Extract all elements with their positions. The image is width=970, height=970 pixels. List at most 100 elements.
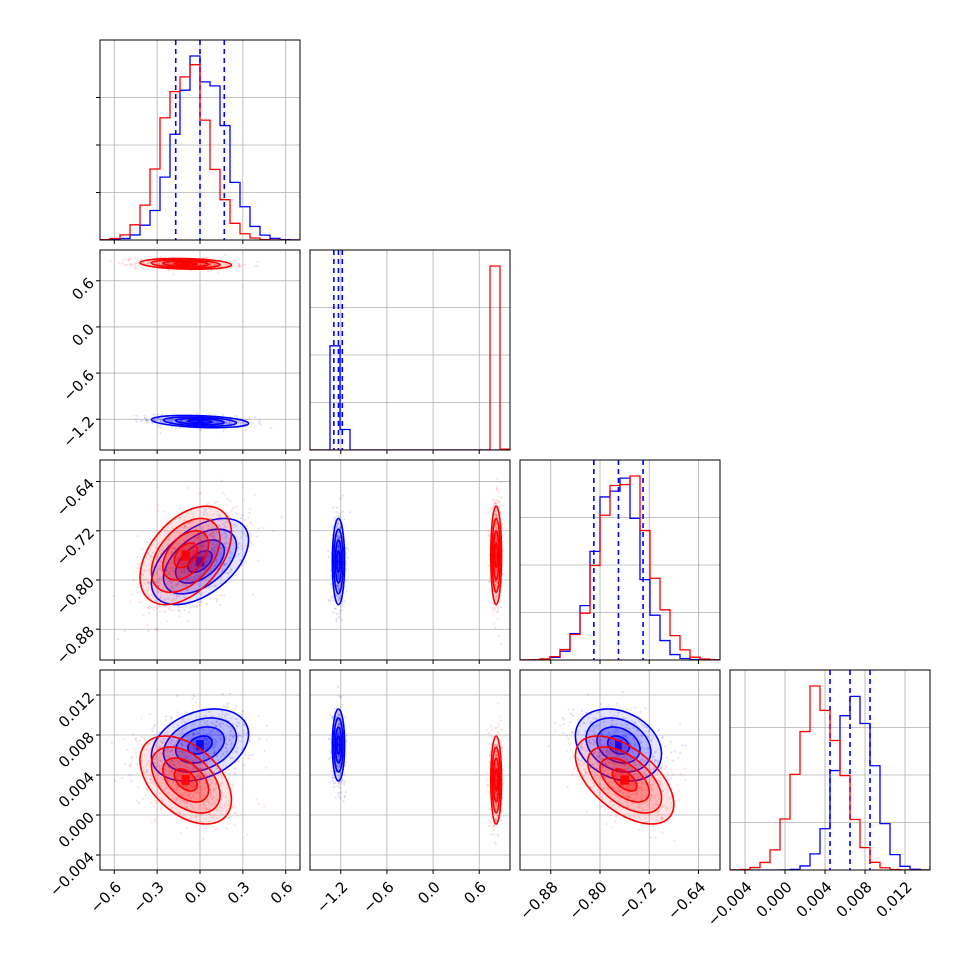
sample-point — [235, 512, 238, 515]
sample-point — [193, 549, 196, 552]
sample-point — [199, 428, 202, 432]
sample-point — [153, 724, 156, 727]
sample-point — [171, 749, 174, 752]
sample-point — [158, 745, 162, 748]
sample-point — [226, 750, 229, 753]
sample-point — [162, 544, 165, 548]
sample-point — [178, 603, 181, 607]
sample-point — [168, 571, 171, 574]
sample-point — [171, 740, 174, 743]
sample-point — [228, 499, 231, 502]
sample-point — [160, 413, 163, 416]
sample-point — [235, 505, 238, 508]
sample-point — [214, 782, 218, 785]
sample-point — [161, 421, 164, 424]
sample-point — [195, 763, 198, 766]
sample-point — [168, 766, 171, 769]
sample-point — [242, 723, 245, 727]
sample-point — [178, 595, 181, 598]
sample-point — [206, 742, 210, 745]
sample-point — [183, 526, 186, 529]
sample-point — [136, 258, 139, 261]
sample-point — [158, 791, 161, 794]
sample-point — [339, 526, 342, 529]
sample-point — [338, 764, 341, 767]
sample-point — [178, 812, 181, 816]
sample-point — [252, 422, 255, 425]
sample-point — [225, 801, 228, 804]
sample-point — [232, 734, 236, 737]
sample-point — [337, 536, 341, 540]
sample-point — [177, 770, 180, 773]
sample-point — [212, 742, 215, 746]
sample-point — [168, 750, 171, 753]
sample-point — [159, 776, 163, 779]
sample-point — [337, 545, 340, 548]
sample-point — [225, 541, 228, 544]
sample-point — [495, 487, 498, 491]
sample-point — [171, 262, 174, 265]
sample-point — [183, 754, 186, 757]
sample-point — [214, 740, 217, 743]
sample-point — [147, 581, 150, 584]
sample-point — [206, 761, 209, 764]
sample-point — [170, 769, 174, 773]
sample-point — [492, 824, 496, 827]
sample-point — [146, 593, 150, 596]
sample-point — [141, 584, 144, 587]
sample-point — [228, 552, 232, 555]
sample-point — [169, 550, 173, 553]
scatter-panel-3-1 — [327, 685, 504, 846]
sample-point — [215, 583, 218, 586]
sample-point — [203, 568, 206, 571]
sample-point — [157, 782, 161, 785]
sample-point — [186, 486, 189, 490]
sample-point — [344, 725, 347, 728]
sample-point — [135, 261, 139, 265]
sample-point — [171, 419, 175, 422]
sample-point — [135, 566, 138, 569]
sample-point — [494, 502, 497, 505]
sample-point — [209, 263, 212, 266]
sample-point — [147, 568, 151, 572]
sample-point — [337, 562, 340, 566]
sample-point — [199, 519, 202, 523]
sample-point — [495, 509, 498, 512]
sample-point — [157, 580, 160, 583]
sample-point — [184, 744, 187, 747]
sample-point — [127, 258, 130, 261]
sample-point — [195, 750, 198, 753]
sample-point — [220, 755, 223, 758]
sample-point — [211, 532, 214, 535]
sample-point — [494, 513, 497, 516]
sample-point — [198, 554, 201, 557]
sample-point — [160, 578, 164, 581]
sample-point — [500, 504, 504, 507]
sample-point — [183, 609, 186, 612]
sample-point — [128, 262, 131, 265]
sample-point — [167, 572, 170, 575]
sample-point — [244, 418, 247, 421]
sample-point — [336, 522, 339, 525]
sample-point — [149, 801, 152, 804]
sample-point — [172, 548, 175, 551]
sample-point — [154, 599, 157, 602]
sample-point — [184, 530, 187, 533]
sample-point — [198, 773, 201, 776]
sample-point — [495, 584, 498, 587]
sample-point — [170, 554, 173, 557]
sample-point — [494, 540, 497, 543]
sample-point — [216, 827, 219, 830]
sample-point — [200, 543, 203, 546]
sample-point — [213, 584, 217, 587]
sample-point — [148, 607, 151, 610]
sample-point — [146, 630, 150, 633]
sample-point — [205, 755, 208, 758]
sample-point — [490, 832, 493, 836]
sample-point — [213, 537, 216, 540]
sample-point — [202, 546, 205, 549]
sample-point — [221, 795, 224, 798]
histogram-blue-1 — [310, 345, 510, 450]
sample-point — [186, 756, 189, 759]
sample-point — [338, 694, 341, 698]
